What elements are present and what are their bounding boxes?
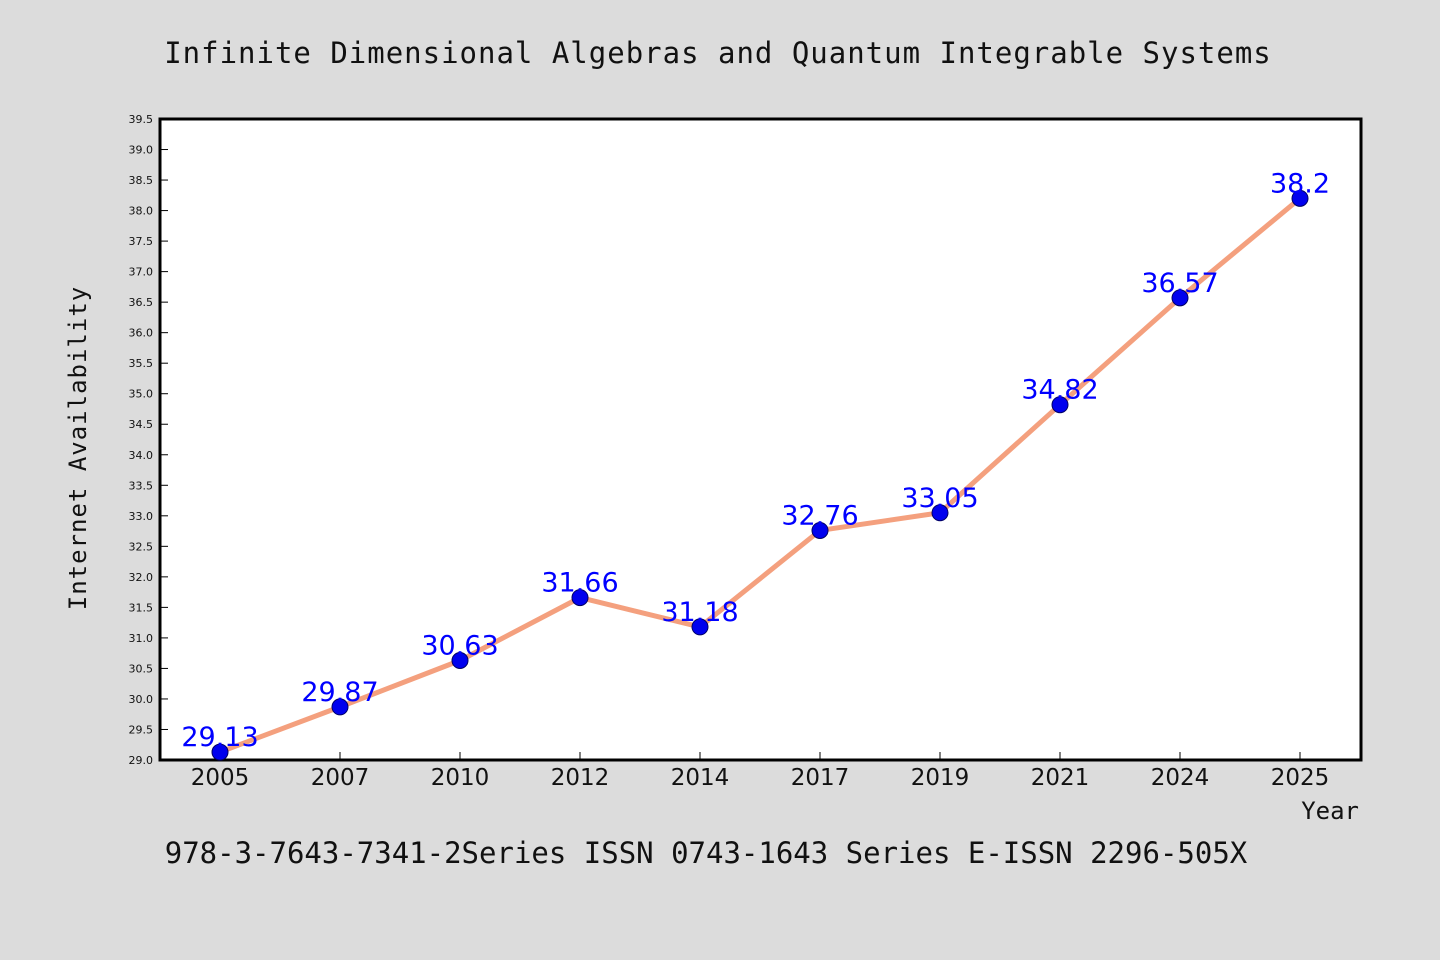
y-tick-label: 34.0 [129,449,154,462]
y-tick-label: 39.5 [129,113,154,126]
y-tick-label: 31.0 [129,632,154,645]
y-tick-label: 38.5 [129,174,154,187]
x-tick-label: 2024 [1151,765,1210,791]
y-tick-label: 29.0 [129,754,154,767]
x-tick-label: 2005 [191,765,250,791]
data-label: 31.18 [661,597,738,628]
y-tick-label: 35.5 [129,357,154,370]
y-tick-label: 35.0 [129,388,154,401]
y-axis-ticks: 29.0 29.5 30.0 30.5 31.0 31.5 32.0 32.5 33.0 33.5… [129,113,168,767]
series-markers-group [211,189,1309,761]
y-tick-label: 30.0 [129,693,154,706]
x-tick-label: 2014 [671,765,730,791]
data-label: 29.87 [301,677,378,708]
x-tick-label: 2010 [431,765,490,791]
y-tick-label: 33.5 [129,479,154,492]
series-line [217,195,1303,755]
y-tick-label: 34.5 [129,418,154,431]
y-tick-label: 32.5 [129,540,154,553]
plot-area [158,117,1363,762]
data-labels-group: 29.13 29.87 30.63 31.66 31.18 32.76 33.05 34.82… [181,168,1330,753]
data-label: 29.13 [181,722,258,753]
data-label: 33.05 [901,483,978,514]
x-tick-label: 2007 [311,765,370,791]
y-tick-label: 29.5 [129,723,154,736]
data-label: 30.63 [421,630,498,661]
footer-text: 978-3-7643-7341-2Series ISSN 0743-1643 S… [165,836,1248,870]
y-tick-label: 38.0 [129,205,154,218]
y-tick-label: 31.5 [129,601,154,614]
x-tick-label: 2012 [551,765,610,791]
data-point-marker [691,618,709,636]
x-axis-label: Year [1301,797,1359,825]
y-tick-label: 39.0 [129,144,154,157]
y-tick-label: 37.5 [129,235,154,248]
x-tick-label: 2017 [791,765,850,791]
series-line-group [217,195,1303,755]
y-axis-label: Internet Availability [64,286,92,610]
y-tick-label: 37.0 [129,266,154,279]
y-tick-label: 36.0 [129,327,154,340]
data-point-marker [571,589,589,607]
x-tick-label: 2021 [1031,765,1090,791]
data-label: 38.2 [1270,168,1330,199]
chart-title: Infinite Dimensional Algebras and Quantu… [164,36,1272,70]
y-tick-label: 36.5 [129,296,154,309]
y-tick-label: 33.0 [129,510,154,523]
data-point-marker [931,504,949,522]
x-axis-ticks: 2005 2007 2010 2012 2014 2017 2019 2021 2024 2025 [191,752,1330,791]
data-label: 32.76 [781,500,858,531]
data-label: 36.57 [1141,268,1218,299]
data-label: 34.82 [1021,375,1098,406]
data-point-marker [1291,189,1309,207]
data-point-marker [331,698,349,716]
data-point-marker [451,651,469,669]
y-tick-label: 30.5 [129,662,154,675]
x-tick-label: 2025 [1271,765,1330,791]
y-tick-label: 32.0 [129,571,154,584]
data-point-marker [211,743,229,761]
data-point-marker [1051,396,1069,414]
data-point-marker [1171,289,1189,307]
data-label: 31.66 [541,568,618,599]
data-point-marker [811,521,829,539]
x-tick-label: 2019 [911,765,970,791]
